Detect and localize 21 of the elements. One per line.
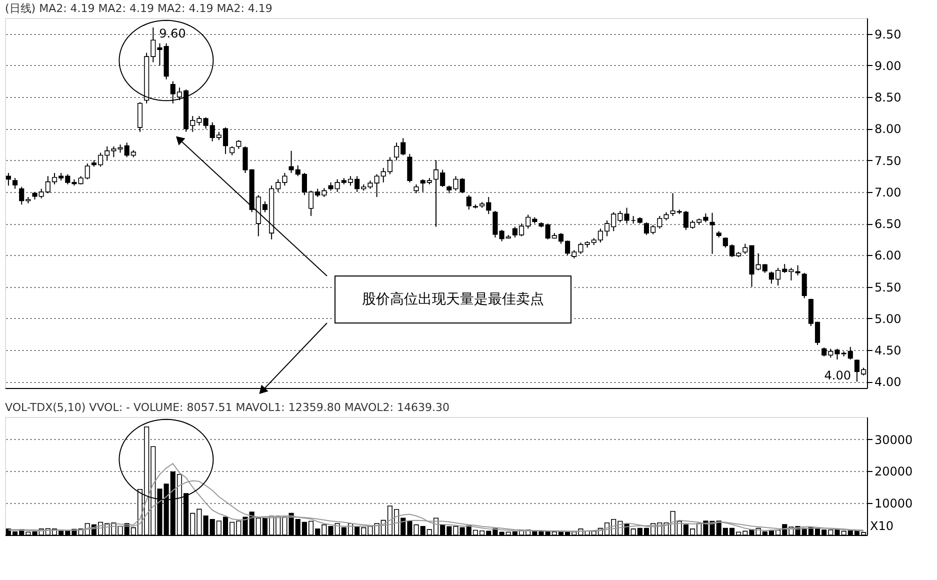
chart-title: VOL-TDX(5,10) VVOL: - VOLUME: 8057.51 MAVOL1: 12359.80 MAVOL2: 14639.30 — [5, 401, 450, 414]
y-tick-label: 7.50 — [874, 154, 902, 168]
y-tick-label: 7.00 — [874, 185, 902, 200]
y-tick-label: 4.50 — [874, 344, 902, 358]
y-tick-label: 5.00 — [874, 312, 902, 326]
chart-title: (日线) MA2: 4.19 MA2: 4.19 MA2: 4.19 MA2: 4.19 — [5, 2, 272, 15]
y-tick-label: 6.50 — [874, 217, 902, 232]
y-tick-label: 20000 — [874, 464, 913, 479]
y-tick-label: 10000 — [874, 496, 913, 511]
annotation: 4.00 — [824, 368, 851, 383]
text: X10 — [870, 519, 894, 533]
y-tick-label: 8.50 — [874, 90, 902, 105]
y-tick-label: 9.50 — [874, 27, 902, 42]
y-tick-label: 5.50 — [874, 280, 902, 294]
y-tick-label: 8.00 — [874, 122, 902, 136]
annotation: 股价高位出现天量是最佳卖点 — [362, 292, 544, 308]
y-tick-label: 9.00 — [874, 58, 902, 73]
y-tick-label: 6.00 — [874, 248, 902, 263]
y-tick-label: 4.00 — [874, 375, 902, 390]
annotation: 9.60 — [159, 26, 186, 40]
y-tick-label: 30000 — [874, 432, 913, 447]
